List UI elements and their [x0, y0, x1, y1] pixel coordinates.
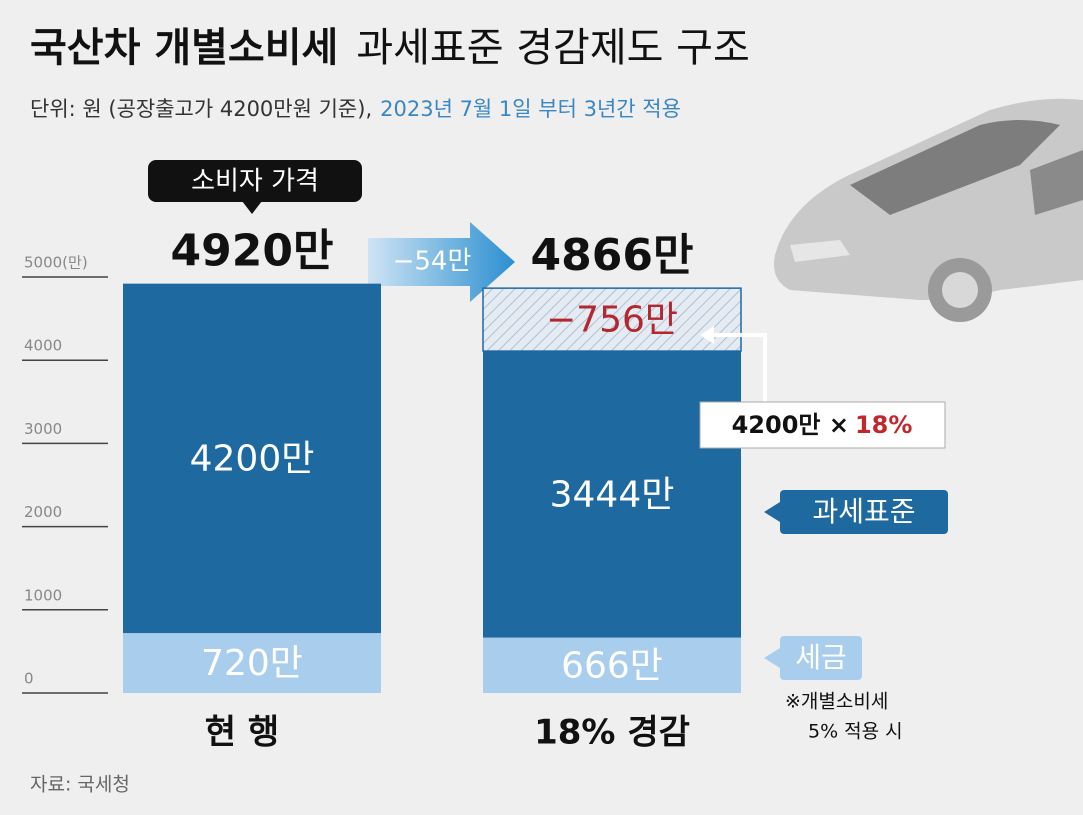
value-label: 4200만 — [190, 438, 315, 479]
legend-label: 세금 — [795, 641, 847, 674]
value-label: −756만 — [546, 300, 678, 341]
y-tick-label: 3000 — [24, 420, 62, 438]
formula-text: 4200만 × — [732, 411, 849, 439]
formula-box — [699, 401, 946, 449]
source: 자료: 국세청 — [30, 774, 130, 796]
legend-label: 과세표준 — [812, 495, 915, 528]
value-label: 3444만 — [550, 474, 675, 515]
bar-segment — [123, 633, 381, 693]
y-tick-label: 2000 — [24, 503, 62, 521]
total-label: 4920만 — [171, 226, 334, 277]
reduction-segment — [482, 287, 742, 352]
bar-segment — [483, 637, 741, 693]
change-arrow: −54만 — [368, 222, 515, 302]
formula: 4200만 × 18% — [732, 411, 913, 439]
category-label: 현 행 — [205, 713, 279, 753]
bar-segment — [483, 351, 741, 638]
change-label: −54만 — [393, 247, 472, 277]
y-tick-label: 5000(만) — [24, 254, 88, 272]
callout-connector — [705, 333, 767, 402]
formula-rate: 18% — [855, 411, 912, 439]
y-tick-label: 4000 — [24, 337, 62, 355]
legend-pointer — [764, 502, 780, 522]
car-illustration — [774, 98, 1083, 322]
value-label: 666만 — [561, 645, 663, 686]
callout: 소비자 가격 — [148, 160, 362, 214]
legend-tag — [780, 636, 862, 680]
note: ※개별소비세 — [785, 691, 888, 713]
price-callout: 소비자 가격 — [191, 167, 319, 197]
callout-arrowhead — [700, 326, 714, 344]
bar-segment — [123, 283, 381, 634]
title: 국산차 개별소비세 과세표준 경감제도 구조 — [30, 25, 750, 71]
y-tick-label: 1000 — [24, 586, 62, 604]
y-tick-label: 0 — [24, 670, 34, 688]
legend-pointer — [764, 648, 780, 668]
value-label: 720만 — [201, 643, 303, 684]
legend-tag — [780, 490, 948, 534]
total-label: 4866만 — [531, 230, 694, 281]
note: 5% 적용 시 — [808, 721, 903, 743]
category-label: 18% 경감 — [534, 713, 690, 753]
subtitle: 단위: 원 (공장출고가 4200만원 기준), 2023년 7월 1일 부터 3… — [30, 97, 681, 121]
